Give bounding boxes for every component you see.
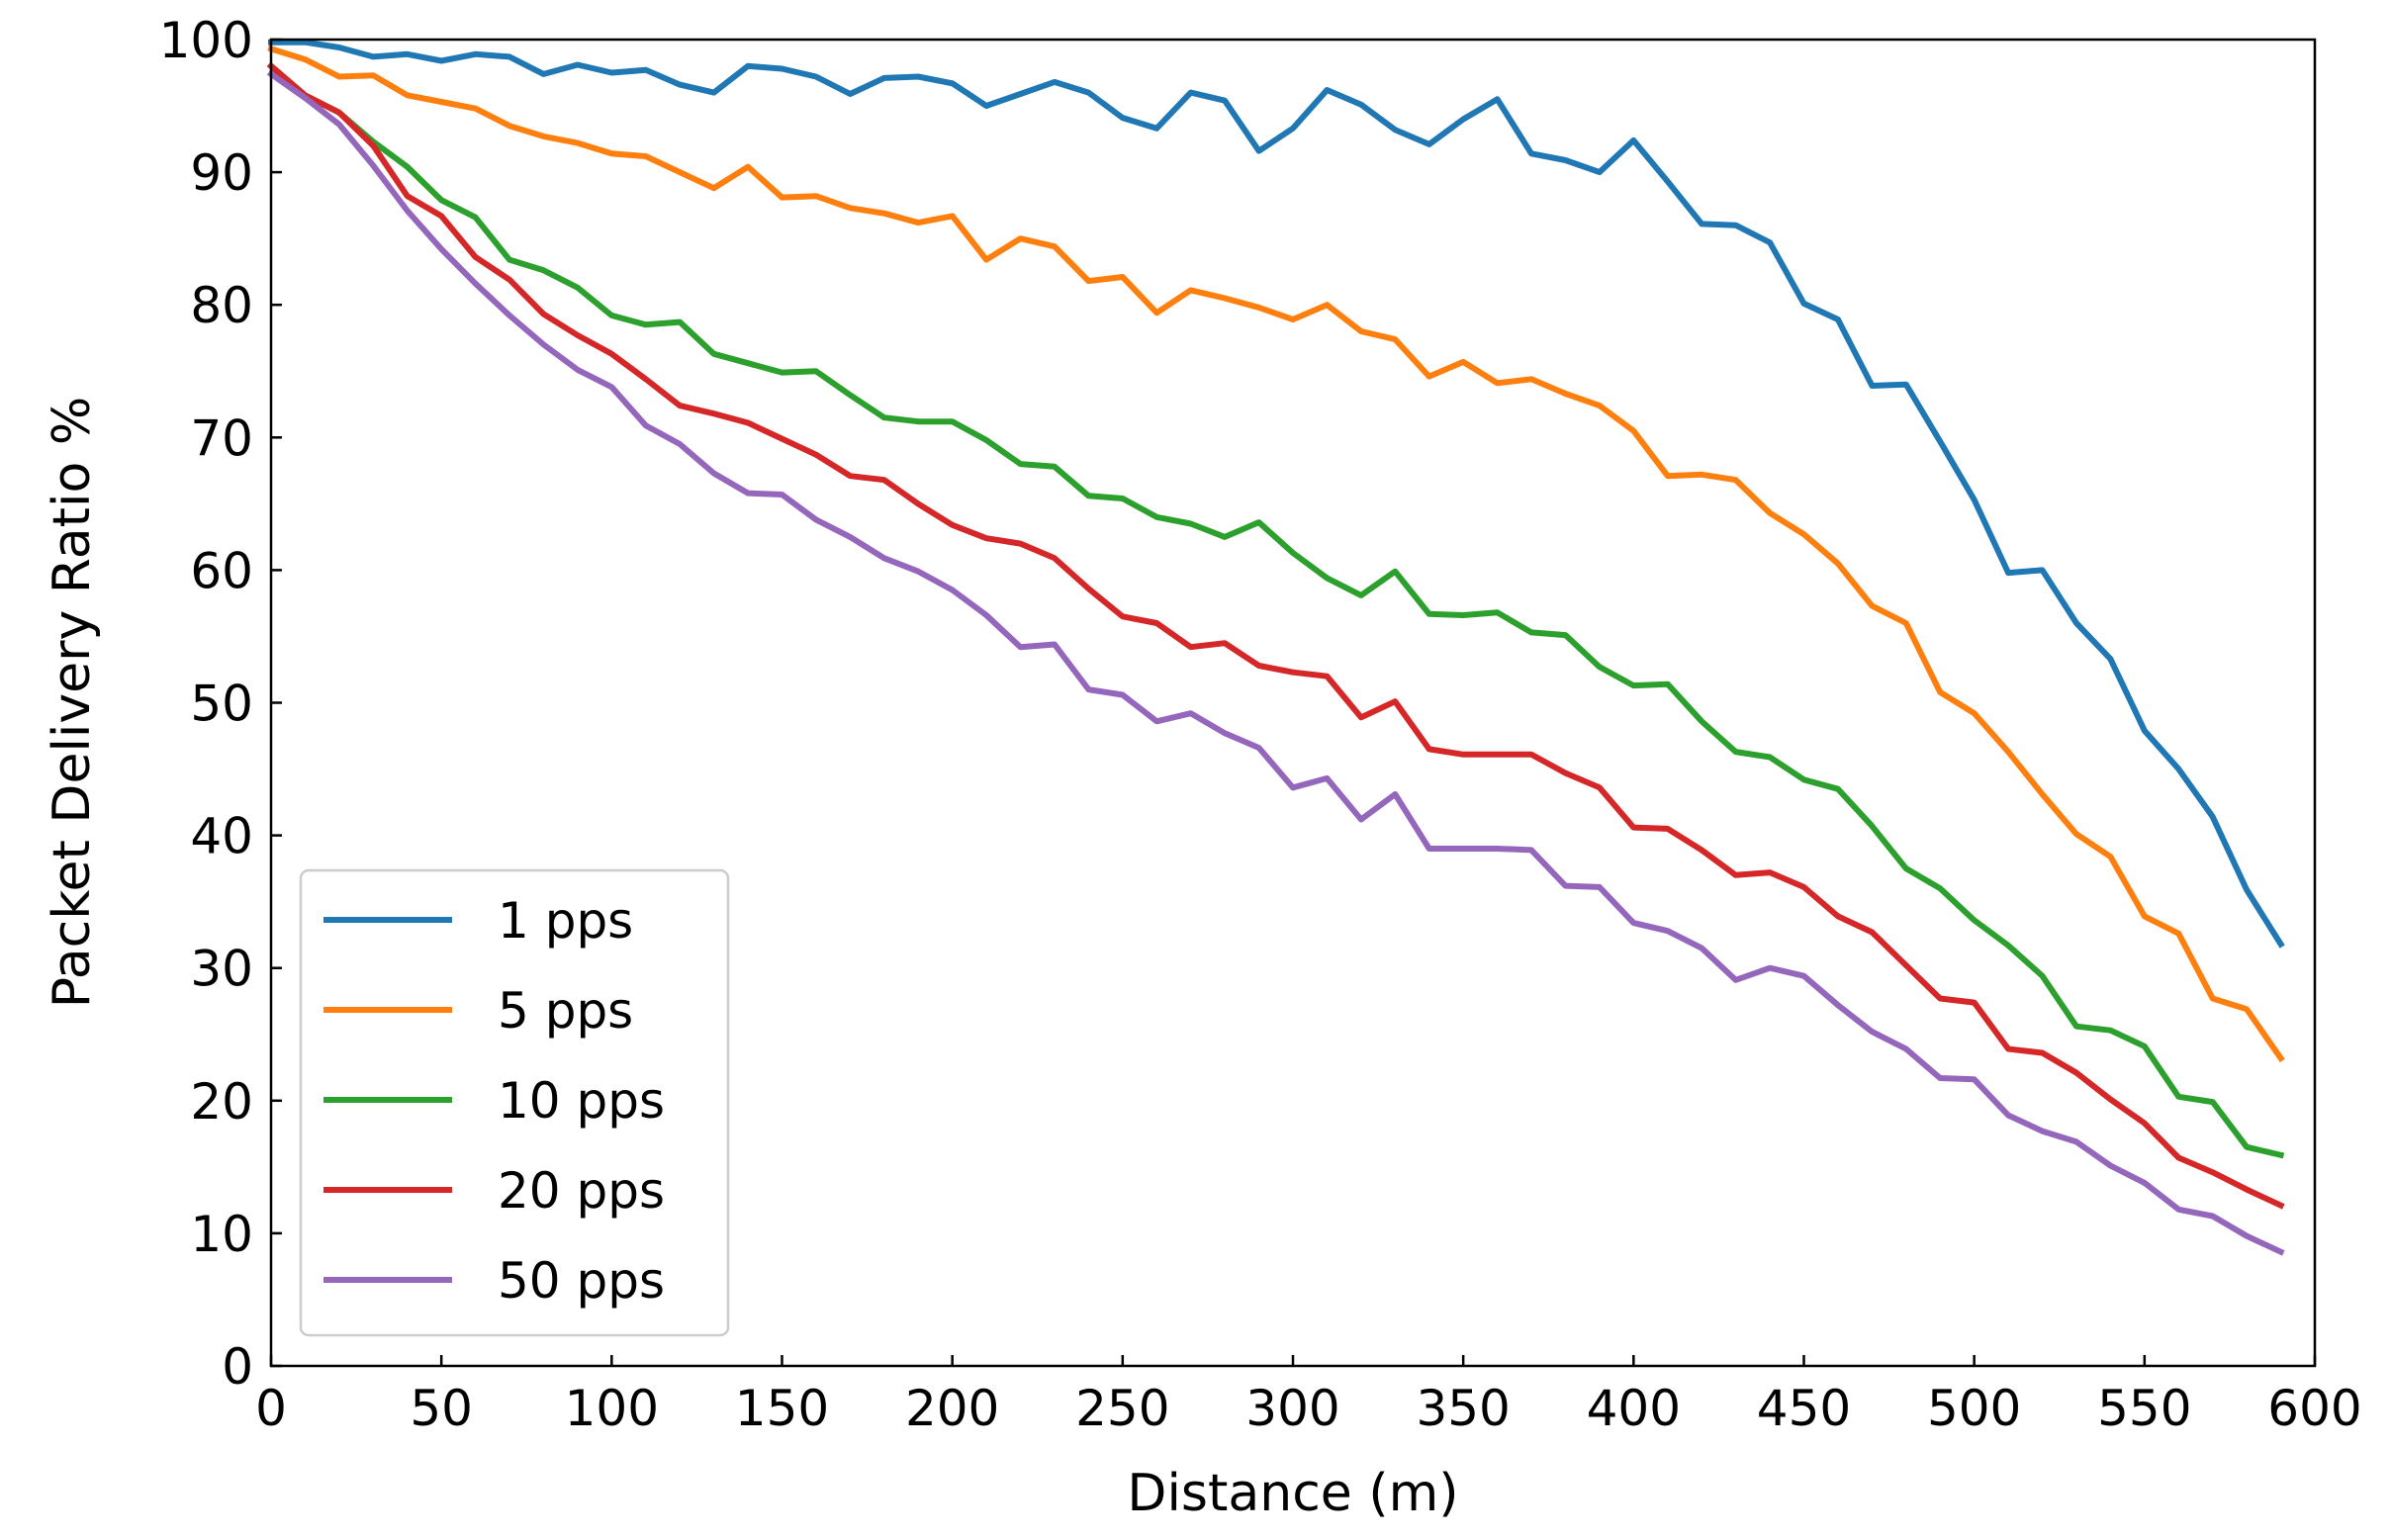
y-tick-label: 80 [190, 277, 253, 334]
legend-box [299, 868, 730, 1337]
x-tick-label: 50 [410, 1380, 473, 1437]
x-tick-label: 400 [1587, 1380, 1681, 1437]
x-tick-label: 300 [1245, 1380, 1339, 1437]
x-tick-label: 500 [1927, 1380, 2021, 1437]
y-tick-label: 50 [190, 676, 253, 733]
legend-label: 50 pps [498, 1252, 665, 1310]
legend: 1 pps 5 pps 10 pps 20 pps 50 pps [299, 868, 730, 1337]
x-tick-label: 450 [1757, 1380, 1851, 1437]
legend-label: 20 pps [498, 1162, 665, 1220]
x-axis-label: Distance (m) [1127, 1464, 1458, 1523]
legend-label: 5 pps [498, 982, 633, 1040]
series-layer [266, 39, 2285, 1256]
y-tick-label: 60 [190, 542, 253, 599]
x-tick-label: 250 [1075, 1380, 1169, 1437]
y-axis-label: Packet Delivery Ratio % [43, 397, 102, 1008]
x-tick-label: 100 [565, 1380, 659, 1437]
series-line-20-pps [266, 61, 2285, 1210]
y-tick-label: 30 [190, 941, 253, 998]
x-tick-label: 150 [735, 1380, 829, 1437]
legend-label: 1 pps [498, 892, 633, 950]
series-line-1-pps [268, 39, 2285, 949]
y-tick-label: 40 [190, 808, 253, 865]
x-tick-label: 600 [2267, 1380, 2361, 1437]
legend-label: 10 pps [498, 1072, 665, 1130]
series-line-10-pps [266, 61, 2285, 1159]
y-tick-label: 70 [190, 409, 253, 467]
series-line-5-pps [267, 45, 2285, 1063]
y-tick-label: 10 [190, 1206, 253, 1263]
y-tick-label: 90 [190, 144, 253, 202]
x-tick-label: 0 [255, 1380, 287, 1437]
y-tick-label: 20 [190, 1073, 253, 1131]
x-tick-label: 200 [905, 1380, 999, 1437]
series-line-50-pps [266, 69, 2285, 1256]
x-tick-label: 550 [2097, 1380, 2191, 1437]
x-axis: 0 50 100 150 200 250 300 350 400 450 500 550 600 [255, 1355, 2362, 1437]
y-tick-label: 0 [222, 1338, 253, 1396]
y-tick-label: 100 [159, 12, 253, 69]
y-axis: 0 10 20 30 40 50 60 70 80 90 100 [159, 12, 282, 1396]
x-tick-label: 350 [1416, 1380, 1510, 1437]
